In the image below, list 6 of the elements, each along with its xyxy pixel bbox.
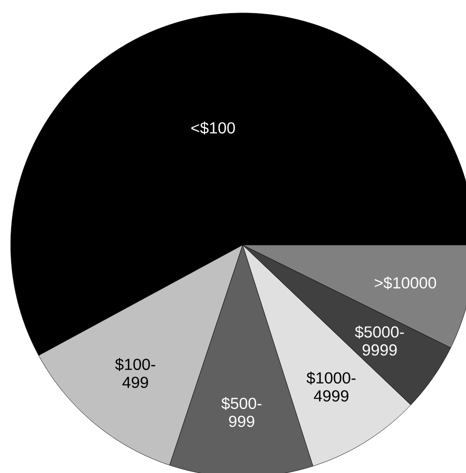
slice-label: $1000-4999	[306, 372, 356, 402]
slice-label: $100-499	[115, 358, 156, 388]
slice-label: >$10000	[374, 276, 436, 290]
slice-label: $500-999	[221, 397, 262, 428]
slice-label: $5000-9999	[354, 326, 404, 356]
slice-label: <$100	[191, 122, 235, 135]
